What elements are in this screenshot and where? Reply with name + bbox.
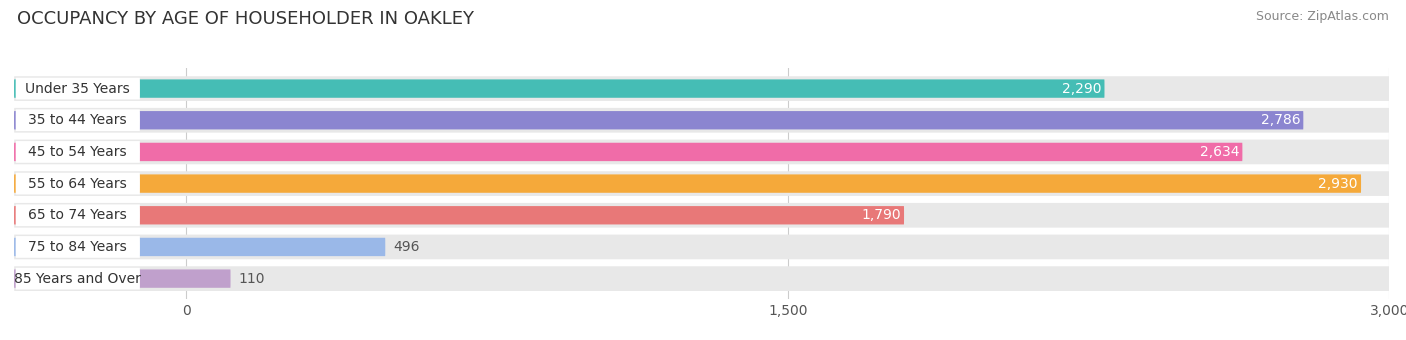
Text: 35 to 44 Years: 35 to 44 Years xyxy=(28,113,127,127)
FancyBboxPatch shape xyxy=(15,204,141,226)
FancyBboxPatch shape xyxy=(15,268,141,289)
FancyBboxPatch shape xyxy=(14,143,1243,161)
Text: 45 to 54 Years: 45 to 54 Years xyxy=(28,145,127,159)
FancyBboxPatch shape xyxy=(15,173,141,194)
Text: 110: 110 xyxy=(239,272,266,286)
FancyBboxPatch shape xyxy=(14,76,1389,101)
Text: 75 to 84 Years: 75 to 84 Years xyxy=(28,240,127,254)
FancyBboxPatch shape xyxy=(15,236,141,258)
Text: Under 35 Years: Under 35 Years xyxy=(25,82,131,96)
FancyBboxPatch shape xyxy=(14,174,1361,193)
FancyBboxPatch shape xyxy=(14,269,231,288)
FancyBboxPatch shape xyxy=(15,78,141,100)
FancyBboxPatch shape xyxy=(14,235,1389,259)
Text: 55 to 64 Years: 55 to 64 Years xyxy=(28,176,127,191)
FancyBboxPatch shape xyxy=(14,206,904,224)
FancyBboxPatch shape xyxy=(14,80,1105,98)
Text: 1,790: 1,790 xyxy=(862,208,901,222)
Text: 2,290: 2,290 xyxy=(1062,82,1101,96)
FancyBboxPatch shape xyxy=(15,109,141,131)
FancyBboxPatch shape xyxy=(14,238,385,256)
FancyBboxPatch shape xyxy=(14,266,1389,291)
FancyBboxPatch shape xyxy=(15,141,141,163)
Text: Source: ZipAtlas.com: Source: ZipAtlas.com xyxy=(1256,10,1389,23)
FancyBboxPatch shape xyxy=(14,203,1389,227)
Text: 2,634: 2,634 xyxy=(1199,145,1239,159)
FancyBboxPatch shape xyxy=(14,140,1389,164)
Text: 2,930: 2,930 xyxy=(1319,176,1358,191)
FancyBboxPatch shape xyxy=(14,111,1303,130)
Text: 2,786: 2,786 xyxy=(1261,113,1301,127)
Text: 496: 496 xyxy=(394,240,420,254)
Text: 65 to 74 Years: 65 to 74 Years xyxy=(28,208,127,222)
Text: 85 Years and Over: 85 Years and Over xyxy=(14,272,141,286)
FancyBboxPatch shape xyxy=(14,108,1389,133)
FancyBboxPatch shape xyxy=(14,171,1389,196)
Text: OCCUPANCY BY AGE OF HOUSEHOLDER IN OAKLEY: OCCUPANCY BY AGE OF HOUSEHOLDER IN OAKLE… xyxy=(17,10,474,28)
